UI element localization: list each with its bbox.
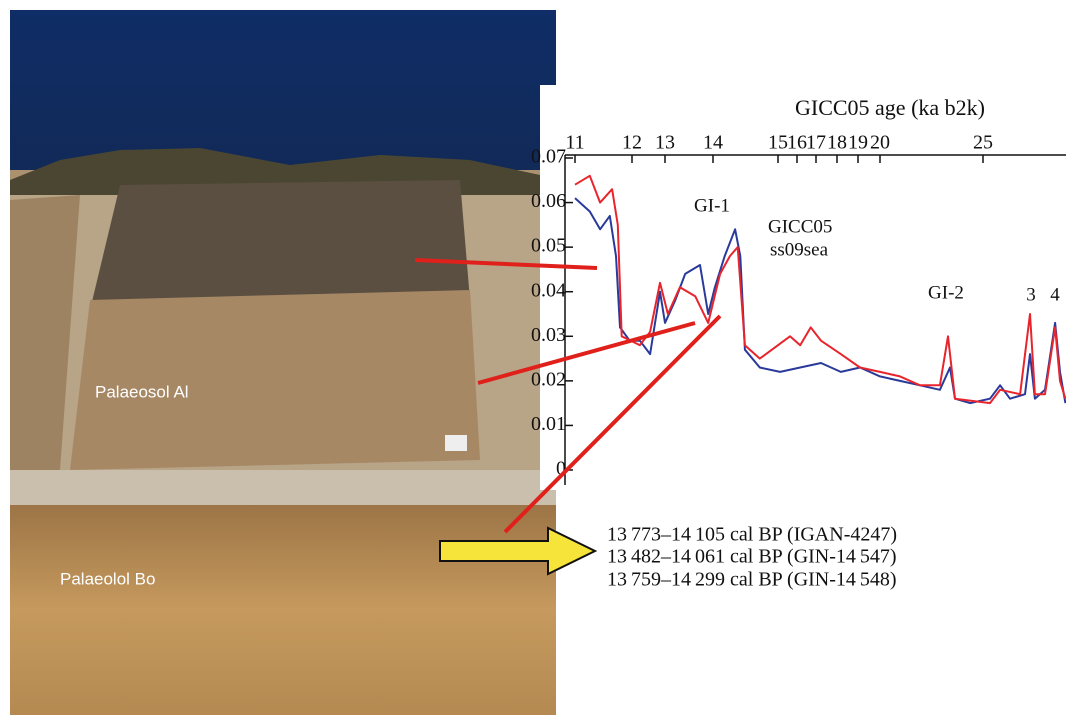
date-line: 13 773–14 105 cal BP (IGAN-4247) xyxy=(607,524,897,546)
x-axis-title: GICC05 age (ka b2k) xyxy=(795,95,985,120)
x-tick-label: 16 xyxy=(787,132,807,154)
y-tick-label: 0.05 xyxy=(531,235,566,257)
annotation: GI-1 xyxy=(694,195,730,216)
photo-label: Palaeolol Bo xyxy=(60,569,155,588)
x-tick-label: 20 xyxy=(870,132,890,154)
photo-label: Palaeosol Al xyxy=(95,382,189,401)
date-line: 13 482–14 061 cal BP (GIN-14 547) xyxy=(607,546,897,568)
annotation: 4 xyxy=(1050,284,1060,305)
x-tick-label: 15 xyxy=(768,132,788,154)
x-tick-label: 18 xyxy=(827,132,847,154)
date-line: 13 759–14 299 cal BP (GIN-14 548) xyxy=(607,569,897,591)
annotation: GI-2 xyxy=(928,282,964,303)
legend-entry: ss09sea xyxy=(770,239,829,260)
y-tick-label: 0.03 xyxy=(531,324,566,346)
background xyxy=(556,0,1066,85)
y-tick-label: 0.02 xyxy=(531,368,566,390)
y-tick-label: 0.04 xyxy=(531,279,566,301)
y-tick-label: 0.07 xyxy=(531,146,566,168)
y-tick-label: 0.01 xyxy=(531,413,566,435)
photo xyxy=(10,10,556,715)
figure: GICC05 age (ka b2k) 00.010.020.030.040.0… xyxy=(0,0,1066,715)
x-tick-label: 11 xyxy=(565,132,584,154)
legend-entry: GICC05 xyxy=(768,216,832,237)
x-tick-label: 25 xyxy=(973,132,993,154)
y-tick-label: 0.06 xyxy=(531,190,566,212)
annotation: 3 xyxy=(1026,284,1036,305)
x-tick-label: 12 xyxy=(622,132,642,154)
x-tick-label: 14 xyxy=(703,132,723,154)
x-tick-label: 19 xyxy=(848,132,868,154)
x-tick-label: 13 xyxy=(655,132,675,154)
x-tick-label: 17 xyxy=(806,132,826,154)
